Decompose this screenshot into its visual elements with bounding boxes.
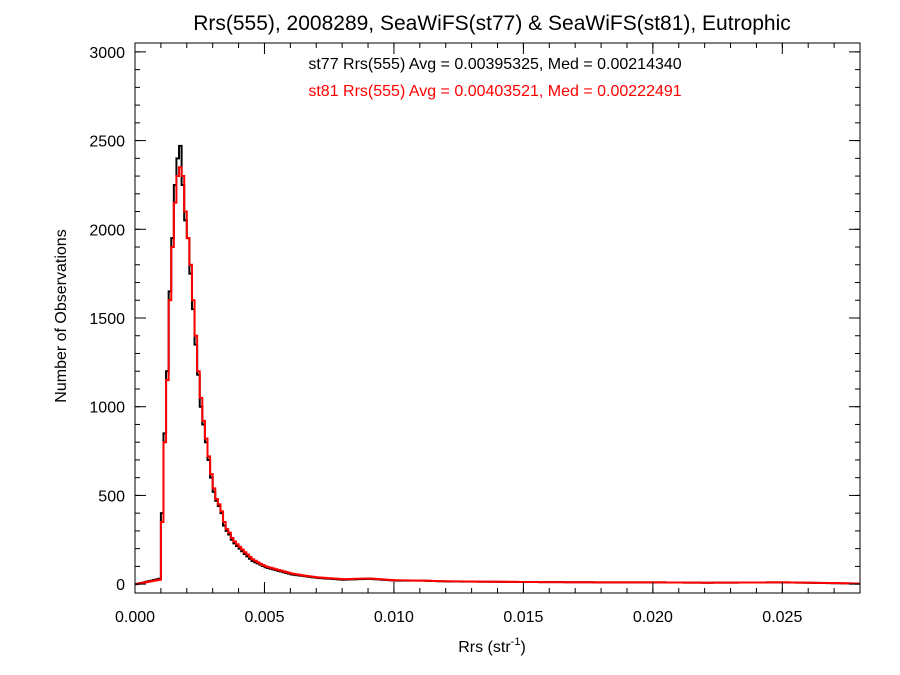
x-axis-label-base: Rrs (str <box>458 639 511 656</box>
histogram-series-st81 <box>135 166 860 586</box>
y-tick-label: 2000 <box>89 222 125 239</box>
x-tick-label: 0.010 <box>374 609 414 626</box>
series-layer <box>135 144 860 586</box>
y-axis-label: Number of Observations <box>53 229 70 402</box>
x-axis-label-tail: ) <box>520 639 525 656</box>
x-tick-label: 0.025 <box>762 609 802 626</box>
x-axis-label-sup: -1 <box>511 636 521 648</box>
y-tick-label: 2500 <box>89 134 125 151</box>
chart-title: Rrs(555), 2008289, SeaWiFS(st77) & SeaWi… <box>193 12 791 35</box>
series-annotation-st81: st81 Rrs(555) Avg = 0.00403521, Med = 0.… <box>308 83 681 100</box>
x-tick-label: 0.020 <box>633 609 673 626</box>
y-tick-label: 1500 <box>89 311 125 328</box>
y-tick-label: 3000 <box>89 45 125 62</box>
x-tick-label: 0.000 <box>115 609 155 626</box>
x-axis-label: Rrs (str-1) <box>458 636 526 656</box>
series-annotation-st77: st77 Rrs(555) Avg = 0.00395325, Med = 0.… <box>308 56 681 73</box>
x-tick-label: 0.015 <box>503 609 543 626</box>
y-tick-label: 500 <box>98 488 125 505</box>
y-tick-label: 1000 <box>89 400 125 417</box>
x-tick-label: 0.005 <box>244 609 284 626</box>
y-axis: 0 500 1000 1500 2000 2500 3000 <box>89 45 860 594</box>
x-axis: 0.000 0.005 0.010 0.015 0.020 0.025 <box>115 43 861 626</box>
y-tick-label: 0 <box>116 577 125 594</box>
